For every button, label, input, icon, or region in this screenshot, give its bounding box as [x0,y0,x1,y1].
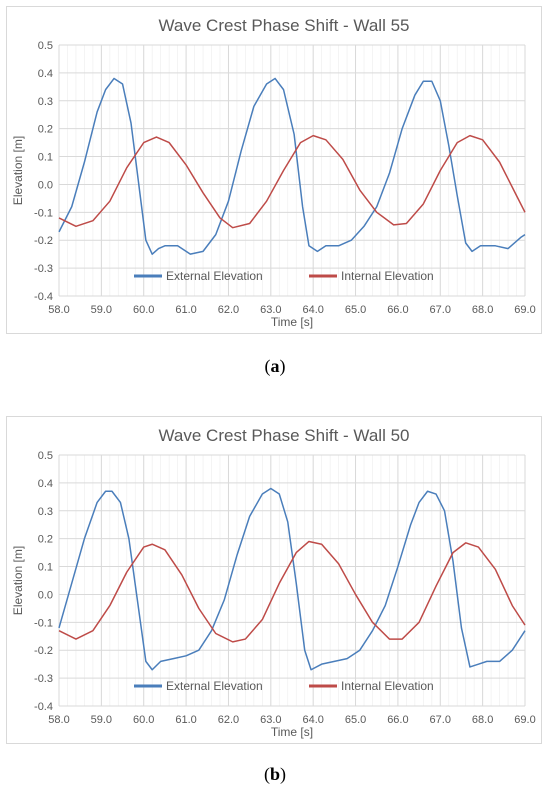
caption-a-letter: a [270,356,280,376]
caption-b: (b) [263,764,286,784]
chart-b-legend-label-internal: Internal Elevation [341,679,434,693]
chart-a-x-tick-label: 64.0 [302,304,323,316]
chart-a-series-line-internal [58,134,526,229]
chart-a-x-tick-label: 69.0 [514,304,535,316]
chart-a-x-tick-label: 68.0 [472,304,493,316]
chart-a-x-tick-label: 62.0 [218,304,239,316]
chart-a-legend-label-external: External Elevation [166,269,263,283]
chart-a-y-tick-label: 0.1 [38,152,53,164]
chart-b-y-tick-label: -0.2 [34,645,53,657]
chart-a-x-tick-label: 63.0 [260,304,281,316]
chart-b-x-tick-label: 63.0 [260,714,281,726]
chart-a-x-tick-label: 66.0 [387,304,408,316]
chart-panel-b: Wave Crest Phase Shift - Wall 50 0.5 0.4 0.… [6,416,542,744]
chart-b-x-tick-label: 58.0 [48,714,69,726]
chart-a-x-tick-label: 67.0 [430,304,451,316]
chart-b-x-tick-label: 67.0 [430,714,451,726]
chart-b-y-tick-label: 0.3 [38,506,53,518]
chart-b-y-tick-label: 0.5 [38,450,53,462]
chart-b-y-axis-label: Elevation [m] [11,546,25,615]
chart-b-legend-label-external: External Elevation [166,679,263,693]
chart-b-svg: Wave Crest Phase Shift - Wall 50 0.5 0.4 0.… [11,426,536,739]
chart-a-y-tick-label: -0.2 [34,235,53,247]
caption-b-letter: b [269,764,280,784]
chart-b-x-tick-label: 69.0 [514,714,535,726]
chart-b-y-tick-label: 0.1 [38,562,53,574]
chart-a-legend-label-internal: Internal Elevation [341,269,434,283]
chart-a-y-tick-label: 0.0 [38,179,53,191]
chart-b-series-line-internal [58,540,526,643]
chart-a-y-axis-label: Elevation [m] [11,136,25,205]
chart-a-y-tick-label: 0.2 [38,124,53,136]
chart-b-y-tick-label: -0.1 [34,617,53,629]
chart-b-x-tick-label: 62.0 [218,714,239,726]
chart-a-y-tick-label: -0.4 [34,291,53,303]
caption-a: (a) [264,356,286,376]
chart-b-title: Wave Crest Phase Shift - Wall 50 [159,426,410,445]
chart-a-x-tick-label: 60.0 [133,304,154,316]
chart-b-x-tick-label: 65.0 [345,714,366,726]
chart-a-y-tick-label: 0.5 [38,40,53,52]
chart-b-y-tick-label: 0.4 [38,478,53,490]
chart-b-x-tick-label: 61.0 [175,714,196,726]
chart-a-y-tick-label: -0.1 [34,207,53,219]
chart-a-y-tick-label: -0.3 [34,263,53,275]
chart-a-series-line-external [58,77,526,255]
chart-a-x-axis-label: Time [s] [271,315,313,329]
chart-b-y-tick-label: 0.2 [38,534,53,546]
chart-b-y-tick-label: -0.4 [34,701,53,713]
chart-a-y-tick-label: 0.3 [38,96,53,108]
chart-a-y-tick-label: 0.4 [38,68,53,80]
chart-b-x-tick-label: 68.0 [472,714,493,726]
chart-b-x-tick-label: 66.0 [387,714,408,726]
chart-a-x-tick-label: 58.0 [48,304,69,316]
chart-a-x-tick-label: 61.0 [175,304,196,316]
chart-b-y-tick-label: 0.0 [38,589,53,601]
chart-b-x-tick-label: 60.0 [133,714,154,726]
chart-a-title: Wave Crest Phase Shift - Wall 55 [159,16,410,35]
chart-a-x-tick-label: 59.0 [91,304,112,316]
chart-a-x-tick-label: 65.0 [345,304,366,316]
chart-b-x-axis-label: Time [s] [271,725,313,739]
chart-b-y-tick-label: -0.3 [34,673,53,685]
chart-panel-a: Wave Crest Phase Shift - Wall 55 0.5 0.4 0.… [6,6,542,334]
chart-b-x-tick-label: 59.0 [91,714,112,726]
chart-a-svg: Wave Crest Phase Shift - Wall 55 0.5 0.4 0.… [11,16,536,329]
chart-b-series-line-external [58,487,526,671]
chart-b-x-tick-label: 64.0 [302,714,323,726]
